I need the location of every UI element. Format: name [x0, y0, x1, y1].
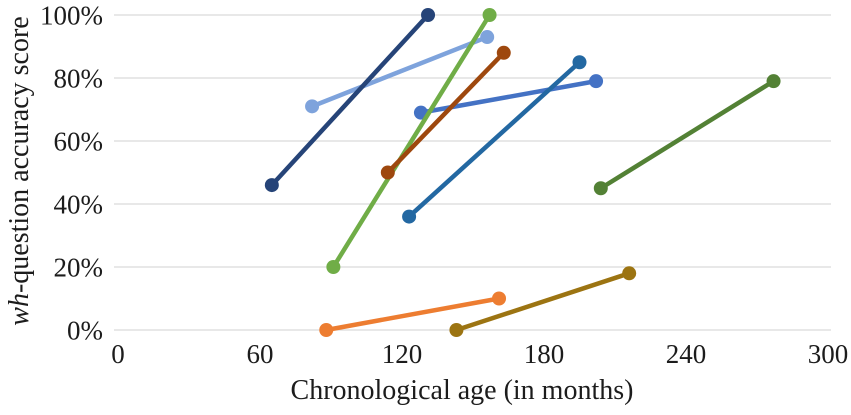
line-dark-gold-segment	[454, 271, 632, 333]
line-light-blue-marker-0	[305, 99, 320, 114]
x-tick-label-120: 120	[382, 339, 423, 369]
y-tick-label-20: 20%	[54, 252, 104, 282]
y-tick-label-80: 80%	[54, 63, 104, 93]
line-dark-gold-marker-0	[449, 323, 464, 337]
line-steel-blue-segment	[406, 60, 582, 219]
line-royal-blue-marker-1	[589, 74, 604, 89]
line-dark-green-marker-0	[593, 181, 608, 196]
x-tick-label-300: 300	[808, 339, 849, 369]
y-tick-label-0: 0%	[67, 315, 103, 345]
line-brick-red-marker-0	[380, 165, 395, 180]
line-orange-marker-1	[492, 291, 507, 306]
line-navy-marker-1	[421, 8, 436, 22]
x-axis-title: Chronological age (in months)	[291, 377, 634, 405]
line-light-blue-marker-1	[480, 30, 495, 45]
x-tick-label-0: 0	[111, 339, 125, 369]
x-axis-title-text: Chronological age (in months)	[290, 375, 634, 406]
y-axis-title-italic: wh	[4, 293, 35, 326]
y-axis-title-text: -question accuracy score	[4, 16, 35, 294]
y-axis-title: wh-question accuracy score	[4, 16, 35, 326]
line-dark-gold-marker-1	[622, 266, 637, 281]
line-light-blue-segment	[309, 34, 490, 109]
line-steel-blue-marker-1	[572, 55, 587, 70]
y-tick-label-100: 100%	[40, 0, 103, 30]
line-dark-green-marker-1	[766, 74, 781, 89]
x-tick-label-60: 60	[247, 339, 274, 369]
line-navy-marker-0	[264, 178, 279, 193]
y-tick-label-40: 40%	[54, 189, 104, 219]
line-steel-blue-marker-0	[402, 209, 417, 224]
line-dark-green-segment	[598, 78, 776, 191]
line-brick-red-marker-1	[496, 45, 511, 60]
line-orange-marker-0	[319, 323, 334, 337]
x-tick-label-180: 180	[524, 339, 565, 369]
line-bright-green-marker-1	[482, 8, 497, 22]
line-bright-green-segment	[331, 12, 492, 270]
x-tick-label-240: 240	[666, 339, 707, 369]
y-tick-label-60: 60%	[54, 126, 104, 156]
line-brick-red-segment	[385, 50, 507, 175]
line-navy-segment	[269, 12, 431, 188]
line-bright-green-marker-0	[326, 260, 341, 274]
line-orange-segment	[324, 296, 502, 333]
